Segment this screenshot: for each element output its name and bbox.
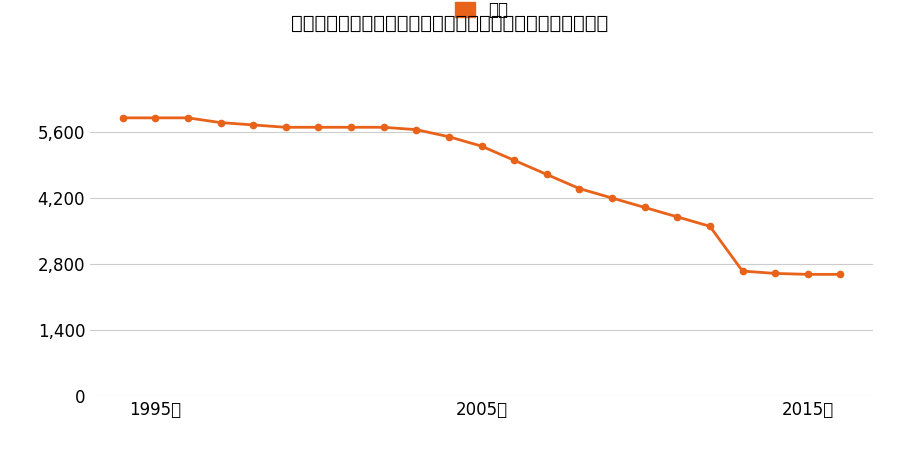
Legend: 価格: 価格 (448, 0, 515, 26)
Text: 北海道中川郡美深町字西１条北３丁目１６番３８の地価推移: 北海道中川郡美深町字西１条北３丁目１６番３８の地価推移 (292, 14, 608, 32)
